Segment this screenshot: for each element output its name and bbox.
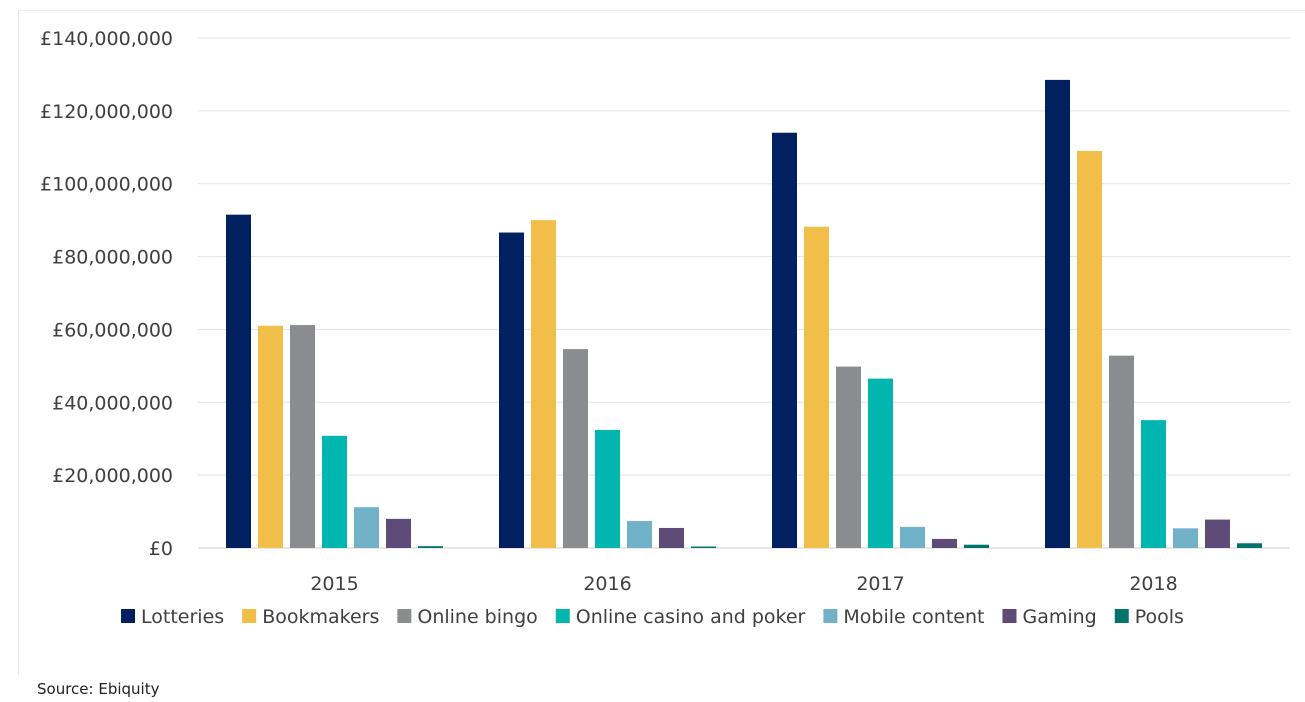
bar (531, 220, 556, 548)
bar (836, 366, 861, 548)
y-tick-label: £40,000,000 (52, 392, 173, 414)
bar (1077, 150, 1102, 548)
bar (691, 546, 716, 548)
bar (804, 226, 829, 548)
bar (932, 538, 957, 548)
legend-swatch (397, 609, 412, 623)
bar (627, 521, 652, 548)
bar (1045, 79, 1070, 549)
bar (563, 349, 588, 548)
legend-label: Gaming (1022, 606, 1096, 628)
bar (868, 378, 893, 548)
bar (772, 132, 797, 548)
bar (499, 232, 524, 548)
x-tick-label: 2016 (583, 573, 631, 595)
legend-label: Bookmakers (262, 606, 379, 628)
bar (386, 518, 411, 548)
chart-frame (18, 10, 1305, 675)
bar (258, 325, 283, 548)
bar (226, 214, 251, 548)
legend-swatch (823, 609, 838, 623)
x-tick-label: 2017 (856, 573, 904, 595)
bar (659, 527, 684, 548)
legend-label: Online casino and poker (576, 606, 806, 628)
y-tick-label: £120,000,000 (40, 101, 173, 123)
y-tick-label: £0 (149, 538, 173, 560)
legend-swatch (1002, 609, 1017, 623)
y-tick-label: £100,000,000 (40, 174, 173, 196)
legend-label: Pools (1135, 606, 1184, 628)
legend-swatch (555, 609, 570, 623)
y-tick-label: £60,000,000 (52, 319, 173, 341)
legend-label: Mobile content (843, 606, 984, 628)
bar (595, 429, 620, 548)
x-tick-label: 2015 (310, 573, 358, 595)
legend-label: Lotteries (141, 606, 224, 628)
legend-swatch (121, 609, 136, 623)
legend-label: Online bingo (417, 606, 537, 628)
bar (900, 526, 925, 548)
bar (354, 507, 379, 548)
bar (1205, 519, 1230, 548)
y-tick-label: £80,000,000 (52, 247, 173, 269)
y-tick-label: £20,000,000 (52, 465, 173, 487)
bar (1141, 420, 1166, 548)
legend-swatch (242, 609, 257, 623)
bar (1109, 355, 1134, 548)
bar (964, 544, 989, 548)
bar (1173, 528, 1198, 548)
source-note: Source: Ebiquity (37, 680, 160, 698)
y-tick-label: £140,000,000 (40, 28, 173, 50)
x-tick-label: 2018 (1129, 573, 1177, 595)
bar (1237, 543, 1262, 548)
legend-swatch (1114, 609, 1129, 623)
bar (322, 435, 347, 548)
bar (290, 325, 315, 548)
bar (418, 546, 443, 548)
